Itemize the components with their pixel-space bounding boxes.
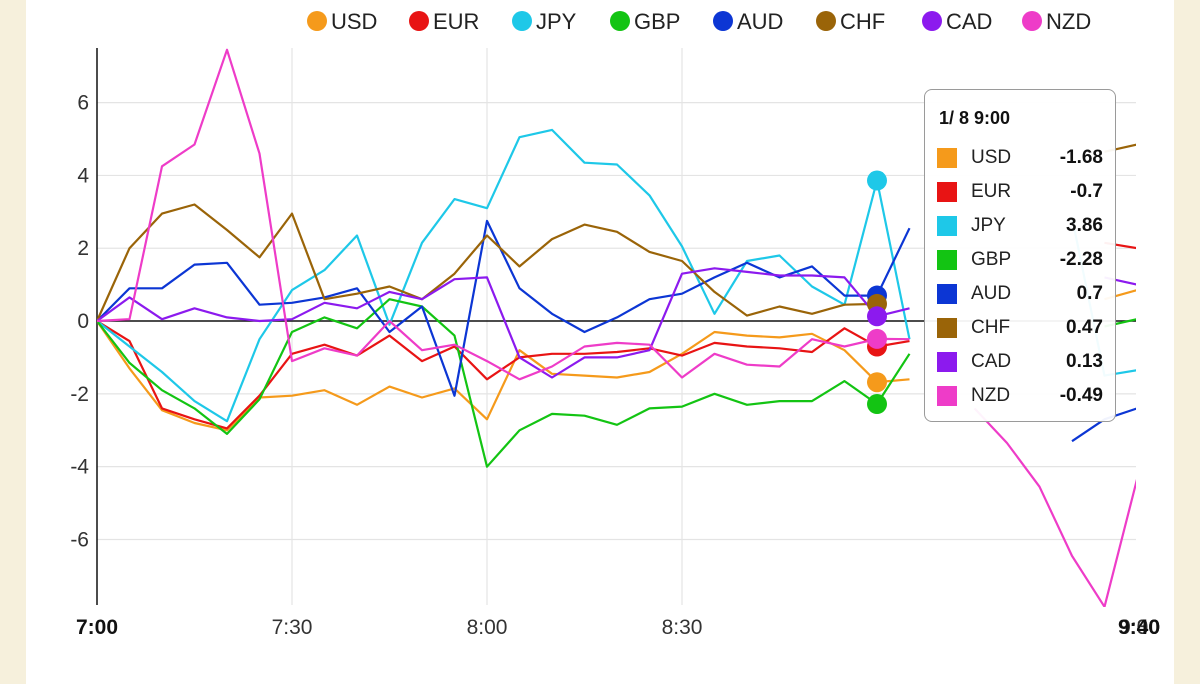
tooltip-row-eur: EUR -0.7 xyxy=(937,175,1103,209)
cursor-marker-usd xyxy=(867,372,887,393)
legend-swatch xyxy=(713,11,733,31)
legend-swatch xyxy=(409,11,429,31)
y-tick-label: -4 xyxy=(70,456,89,479)
legend-item-eur[interactable]: EUR xyxy=(409,9,479,34)
x-tick-label: 7:30 xyxy=(272,616,313,639)
tooltip-row-aud: AUD 0.7 xyxy=(937,277,1103,311)
legend: USD EUR JPY GBP AUD CHF CAD NZD xyxy=(307,9,1091,34)
legend-item-gbp[interactable]: GBP xyxy=(610,9,680,34)
legend-label: JPY xyxy=(536,9,577,34)
tooltip-rows: USD -1.68 EUR -0.7 JPY 3.86 GBP -2.28 AUD 0.7 CHF 0… xyxy=(937,141,1103,413)
tooltip-series-value: 0.7 xyxy=(1076,283,1103,304)
cursor-marker-jpy xyxy=(867,170,887,191)
cursor-markers xyxy=(867,170,887,415)
legend-swatch xyxy=(610,11,630,31)
legend-label: CAD xyxy=(946,9,992,34)
tooltip-row-gbp: GBP -2.28 xyxy=(937,243,1103,277)
tooltip-swatch xyxy=(937,386,957,406)
legend-item-chf[interactable]: CHF xyxy=(816,9,885,34)
x-tick-label: 9:30 xyxy=(1119,616,1160,639)
cursor-marker-cad xyxy=(867,306,887,327)
legend-label: CHF xyxy=(840,9,885,34)
x-tick-label: 9:00 xyxy=(1119,616,1160,639)
legend-swatch xyxy=(307,11,327,31)
tooltip-swatch xyxy=(937,216,957,236)
y-tick-label: 4 xyxy=(77,164,89,187)
tooltip-title: 1/ 8 9:00 xyxy=(939,108,1011,128)
tooltip-series-value: -0.7 xyxy=(1070,181,1103,202)
legend-item-aud[interactable]: AUD xyxy=(713,9,783,34)
tooltip-row-nzd: NZD -0.49 xyxy=(937,379,1103,413)
tooltip-series-value: 0.47 xyxy=(1066,317,1103,338)
x-tick-label: 8:30 xyxy=(662,616,703,639)
chart-card: USD EUR JPY GBP AUD CHF CAD NZD -6 -4 -2 0 2 4 6 7:00 7… xyxy=(26,0,1174,684)
series-lines xyxy=(97,48,1136,607)
line-chart: USD EUR JPY GBP AUD CHF CAD NZD -6 -4 -2 0 2 4 6 7:00 7… xyxy=(70,9,1160,639)
y-tick-label: -2 xyxy=(70,383,89,406)
legend-item-jpy[interactable]: JPY xyxy=(512,9,577,34)
tooltip-series-name: EUR xyxy=(971,181,1012,202)
tooltip-series-value: 0.13 xyxy=(1066,351,1103,372)
tooltip-series-value: -2.28 xyxy=(1059,249,1103,270)
tooltip-series-name: AUD xyxy=(971,283,1012,304)
tooltip-series-name: JPY xyxy=(971,215,1006,236)
legend-label: EUR xyxy=(433,9,479,34)
tooltip-swatch xyxy=(937,352,957,372)
x-tick-label: 8:00 xyxy=(467,616,508,639)
legend-item-usd[interactable]: USD xyxy=(307,9,377,34)
tooltip-row-chf: CHF 0.47 xyxy=(937,311,1103,345)
x-tick-label: 9:40 xyxy=(1118,616,1160,639)
legend-label: NZD xyxy=(1046,9,1091,34)
series-line-nzd xyxy=(97,48,1136,607)
tooltip-series-name: GBP xyxy=(971,249,1012,270)
legend-item-cad[interactable]: CAD xyxy=(922,9,992,34)
tooltip-swatch xyxy=(937,182,957,202)
tooltip-series-name: CAD xyxy=(971,351,1012,372)
tooltip-swatch xyxy=(937,148,957,168)
tooltip-swatch xyxy=(937,318,957,338)
tooltip-series-value: 3.86 xyxy=(1066,215,1103,236)
y-tick-label: 0 xyxy=(77,310,89,333)
legend-label: USD xyxy=(331,9,377,34)
tooltip-series-value: -0.49 xyxy=(1059,385,1103,406)
tooltip-series-name: USD xyxy=(971,147,1012,168)
y-tick-label: 6 xyxy=(77,92,89,115)
x-tick-label: 7:00 xyxy=(76,616,118,639)
tooltip: 1/ 8 9:00 USD -1.68 EUR -0.7 JPY 3.86 GBP -2.28… xyxy=(924,89,1116,422)
y-tick-label: 2 xyxy=(77,237,89,260)
legend-swatch xyxy=(1022,11,1042,31)
legend-swatch xyxy=(922,11,942,31)
tooltip-row-usd: USD -1.68 xyxy=(937,141,1103,175)
tooltip-swatch xyxy=(937,250,957,270)
tooltip-row-cad: CAD 0.13 xyxy=(937,345,1103,379)
legend-swatch xyxy=(816,11,836,31)
legend-label: AUD xyxy=(737,9,783,34)
tooltip-series-name: CHF xyxy=(971,317,1011,338)
cursor-marker-gbp xyxy=(867,394,887,415)
y-tick-label: -6 xyxy=(70,528,89,551)
cursor-marker-nzd xyxy=(867,328,887,349)
legend-item-nzd[interactable]: NZD xyxy=(1022,9,1091,34)
tooltip-row-jpy: JPY 3.86 xyxy=(937,209,1103,243)
legend-label: GBP xyxy=(634,9,680,34)
tooltip-series-name: NZD xyxy=(971,385,1011,406)
tooltip-series-value: -1.68 xyxy=(1059,147,1103,168)
legend-swatch xyxy=(512,11,532,31)
tooltip-swatch xyxy=(937,284,957,304)
